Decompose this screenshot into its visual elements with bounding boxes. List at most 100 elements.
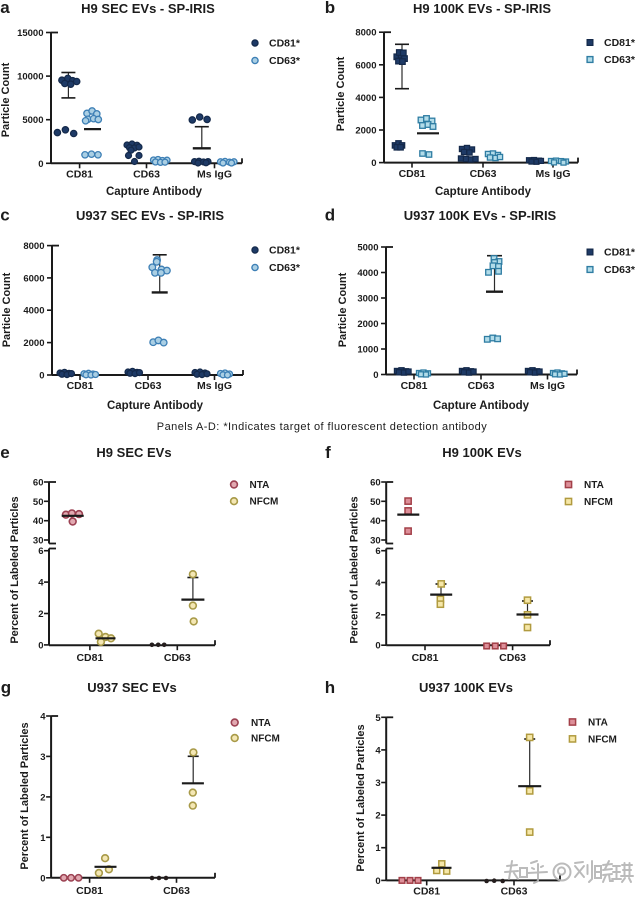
- svg-text:CD63: CD63: [133, 169, 160, 181]
- svg-text:CD63*: CD63*: [604, 54, 636, 66]
- svg-text:4: 4: [40, 712, 46, 723]
- svg-text:50: 50: [33, 497, 44, 508]
- svg-text:CD63: CD63: [470, 168, 497, 180]
- svg-text:CD63: CD63: [135, 380, 162, 392]
- svg-text:Capture Antibody: Capture Antibody: [106, 186, 203, 198]
- svg-text:4000: 4000: [355, 93, 376, 104]
- svg-text:3: 3: [40, 752, 45, 763]
- svg-text:U937 100K EVs - SP-IRIS: U937 100K EVs - SP-IRIS: [404, 208, 557, 223]
- svg-text:50: 50: [370, 497, 381, 508]
- svg-text:3: 3: [375, 778, 380, 789]
- svg-text:2000: 2000: [23, 338, 44, 349]
- svg-text:CD63*: CD63*: [604, 264, 636, 276]
- svg-text:5000: 5000: [357, 243, 378, 254]
- svg-text:NTA: NTA: [584, 480, 604, 491]
- svg-text:Panels A-D: *Indicates target: Panels A-D: *Indicates target of fluores…: [157, 421, 487, 433]
- svg-text:0: 0: [38, 640, 43, 651]
- svg-text:U937 SEC EVs: U937 SEC EVs: [87, 680, 177, 695]
- svg-text:Particle Count: Particle Count: [337, 272, 349, 347]
- svg-text:30: 30: [370, 536, 381, 547]
- svg-text:Percent of Labeled Particles: Percent of Labeled Particles: [9, 496, 21, 643]
- svg-text:6000: 6000: [355, 60, 376, 71]
- svg-text:Ms IgG: Ms IgG: [197, 380, 232, 392]
- svg-text:2000: 2000: [355, 126, 376, 137]
- svg-text:60: 60: [33, 478, 44, 489]
- svg-text:U937 SEC EVs - SP-IRIS: U937 SEC EVs - SP-IRIS: [76, 208, 224, 223]
- svg-text:2000: 2000: [357, 319, 378, 330]
- svg-text:3000: 3000: [357, 294, 378, 305]
- svg-text:Capture Antibody: Capture Antibody: [433, 400, 530, 412]
- svg-text:CD81: CD81: [76, 652, 103, 664]
- svg-text:H9 SEC EVs - SP-IRIS: H9 SEC EVs - SP-IRIS: [81, 1, 215, 16]
- svg-text:8000: 8000: [23, 241, 44, 252]
- svg-text:CD63: CD63: [468, 380, 495, 392]
- svg-text:U937 100K EVs: U937 100K EVs: [419, 680, 513, 695]
- svg-text:1: 1: [375, 843, 381, 854]
- svg-text:1000: 1000: [357, 345, 378, 356]
- svg-text:0: 0: [39, 371, 44, 382]
- svg-text:Ms IgG: Ms IgG: [530, 380, 565, 392]
- svg-text:CD81*: CD81*: [604, 247, 636, 259]
- svg-text:Percent of Labeled Particles: Percent of Labeled Particles: [355, 724, 367, 871]
- svg-text:NTA: NTA: [588, 718, 608, 729]
- svg-text:a: a: [0, 0, 10, 17]
- svg-text:5000: 5000: [22, 115, 43, 126]
- svg-text:4: 4: [38, 578, 44, 589]
- svg-text:1: 1: [40, 833, 46, 844]
- svg-text:15000: 15000: [17, 28, 43, 39]
- svg-text:2: 2: [38, 609, 43, 620]
- svg-text:CD81: CD81: [66, 169, 93, 181]
- svg-text:Percent of Labeled Particles: Percent of Labeled Particles: [19, 722, 31, 869]
- svg-text:6: 6: [38, 546, 43, 557]
- svg-text:0: 0: [38, 159, 43, 170]
- svg-text:d: d: [325, 206, 335, 225]
- svg-text:CD81*: CD81*: [269, 245, 301, 257]
- svg-text:0: 0: [40, 873, 45, 884]
- svg-text:NTA: NTA: [250, 480, 270, 491]
- svg-text:4000: 4000: [357, 268, 378, 279]
- svg-text:Percent of Labeled Particles: Percent of Labeled Particles: [349, 496, 361, 643]
- svg-text:CD63: CD63: [499, 652, 526, 664]
- svg-text:CD63*: CD63*: [269, 55, 301, 67]
- svg-text:2: 2: [375, 811, 380, 822]
- svg-text:CD81*: CD81*: [604, 37, 636, 49]
- svg-text:40: 40: [33, 516, 44, 527]
- svg-text:40: 40: [370, 516, 381, 527]
- svg-text:0: 0: [371, 158, 376, 169]
- svg-text:b: b: [325, 0, 335, 17]
- svg-text:Capture Antibody: Capture Antibody: [107, 400, 204, 412]
- svg-text:c: c: [0, 206, 9, 225]
- svg-text:Capture Antibody: Capture Antibody: [435, 186, 532, 198]
- svg-text:f: f: [325, 443, 331, 462]
- svg-text:Particle Count: Particle Count: [335, 56, 347, 131]
- svg-text:NFCM: NFCM: [584, 497, 613, 508]
- svg-text:CD81: CD81: [399, 168, 426, 180]
- svg-text:e: e: [0, 443, 9, 462]
- svg-text:CD81*: CD81*: [269, 38, 301, 50]
- svg-text:Ms IgG: Ms IgG: [197, 169, 232, 181]
- svg-text:CD81: CD81: [412, 652, 439, 664]
- svg-text:4000: 4000: [23, 306, 44, 317]
- svg-text:CD81: CD81: [67, 380, 94, 392]
- svg-text:CD81: CD81: [413, 886, 440, 898]
- svg-text:Ms IgG: Ms IgG: [535, 168, 570, 180]
- svg-text:NFCM: NFCM: [250, 497, 279, 508]
- svg-text:NFCM: NFCM: [251, 734, 280, 745]
- svg-text:h: h: [325, 678, 335, 697]
- svg-text:0: 0: [373, 370, 378, 381]
- svg-text:2: 2: [375, 610, 380, 621]
- svg-text:5: 5: [375, 713, 381, 724]
- svg-text:CD63: CD63: [501, 886, 528, 898]
- svg-text:60: 60: [370, 478, 381, 489]
- svg-text:6: 6: [375, 546, 380, 557]
- svg-text:Particle Count: Particle Count: [1, 272, 13, 347]
- svg-text:NFCM: NFCM: [588, 734, 617, 745]
- svg-text:4: 4: [375, 578, 381, 589]
- svg-text:H9 100K EVs: H9 100K EVs: [442, 445, 522, 460]
- svg-text:0: 0: [375, 876, 380, 887]
- svg-text:H9 SEC EVs: H9 SEC EVs: [96, 445, 171, 460]
- svg-text:30: 30: [33, 536, 44, 547]
- svg-text:Particle Count: Particle Count: [0, 62, 12, 137]
- svg-text:0: 0: [375, 641, 380, 652]
- svg-text:6000: 6000: [23, 273, 44, 284]
